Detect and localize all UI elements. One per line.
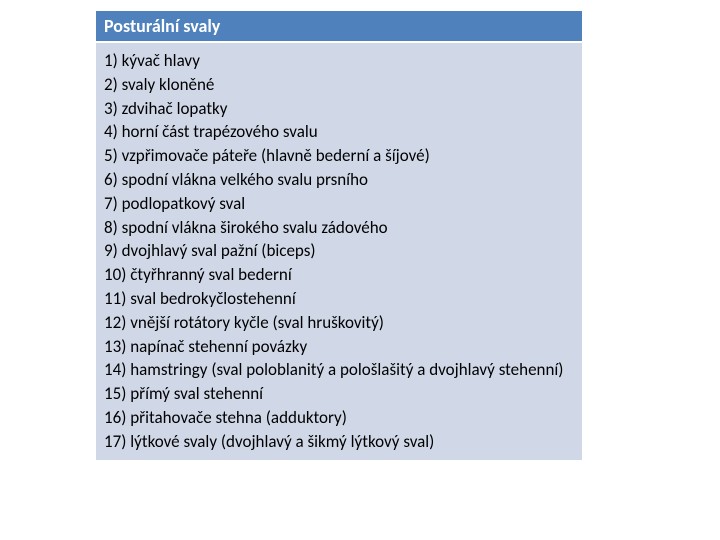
list-item: 14) hamstringy (sval poloblanitý a pološ… (104, 358, 574, 382)
list-item: 4) horní část trapézového svalu (104, 120, 574, 144)
list-item: 10) čtyřhranný sval bederní (104, 263, 574, 287)
list-item: 6) spodní vlákna velkého svalu prsního (104, 168, 574, 192)
list-item: 7) podlopatkový sval (104, 192, 574, 216)
list-item: 12) vnější rotátory kyčle (sval hruškovi… (104, 311, 574, 335)
list-item: 13) napínač stehenní povázky (104, 335, 574, 359)
table-title: Posturální svaly (96, 11, 582, 43)
list-item: 15) přímý sval stehenní (104, 382, 574, 406)
list-item: 1) kývač hlavy (104, 49, 574, 73)
list-item: 17) lýtkové svaly (dvojhlavý a šikmý lýt… (104, 430, 574, 454)
list-item: 5) vzpřimovače páteře (hlavně bederní a … (104, 144, 574, 168)
list-item: 8) spodní vlákna širokého svalu zádového (104, 216, 574, 240)
list-item: 16) přitahovače stehna (adduktory) (104, 406, 574, 430)
list-item: 3) zdvihač lopatky (104, 97, 574, 121)
list-item: 2) svaly kloněné (104, 73, 574, 97)
muscle-table: Posturální svaly 1) kývač hlavy 2) svaly… (95, 10, 583, 461)
table-body: 1) kývač hlavy 2) svaly kloněné 3) zdvih… (96, 43, 582, 460)
list-item: 11) sval bedrokyčlostehenní (104, 287, 574, 311)
list-item: 9) dvojhlavý sval pažní (biceps) (104, 239, 574, 263)
